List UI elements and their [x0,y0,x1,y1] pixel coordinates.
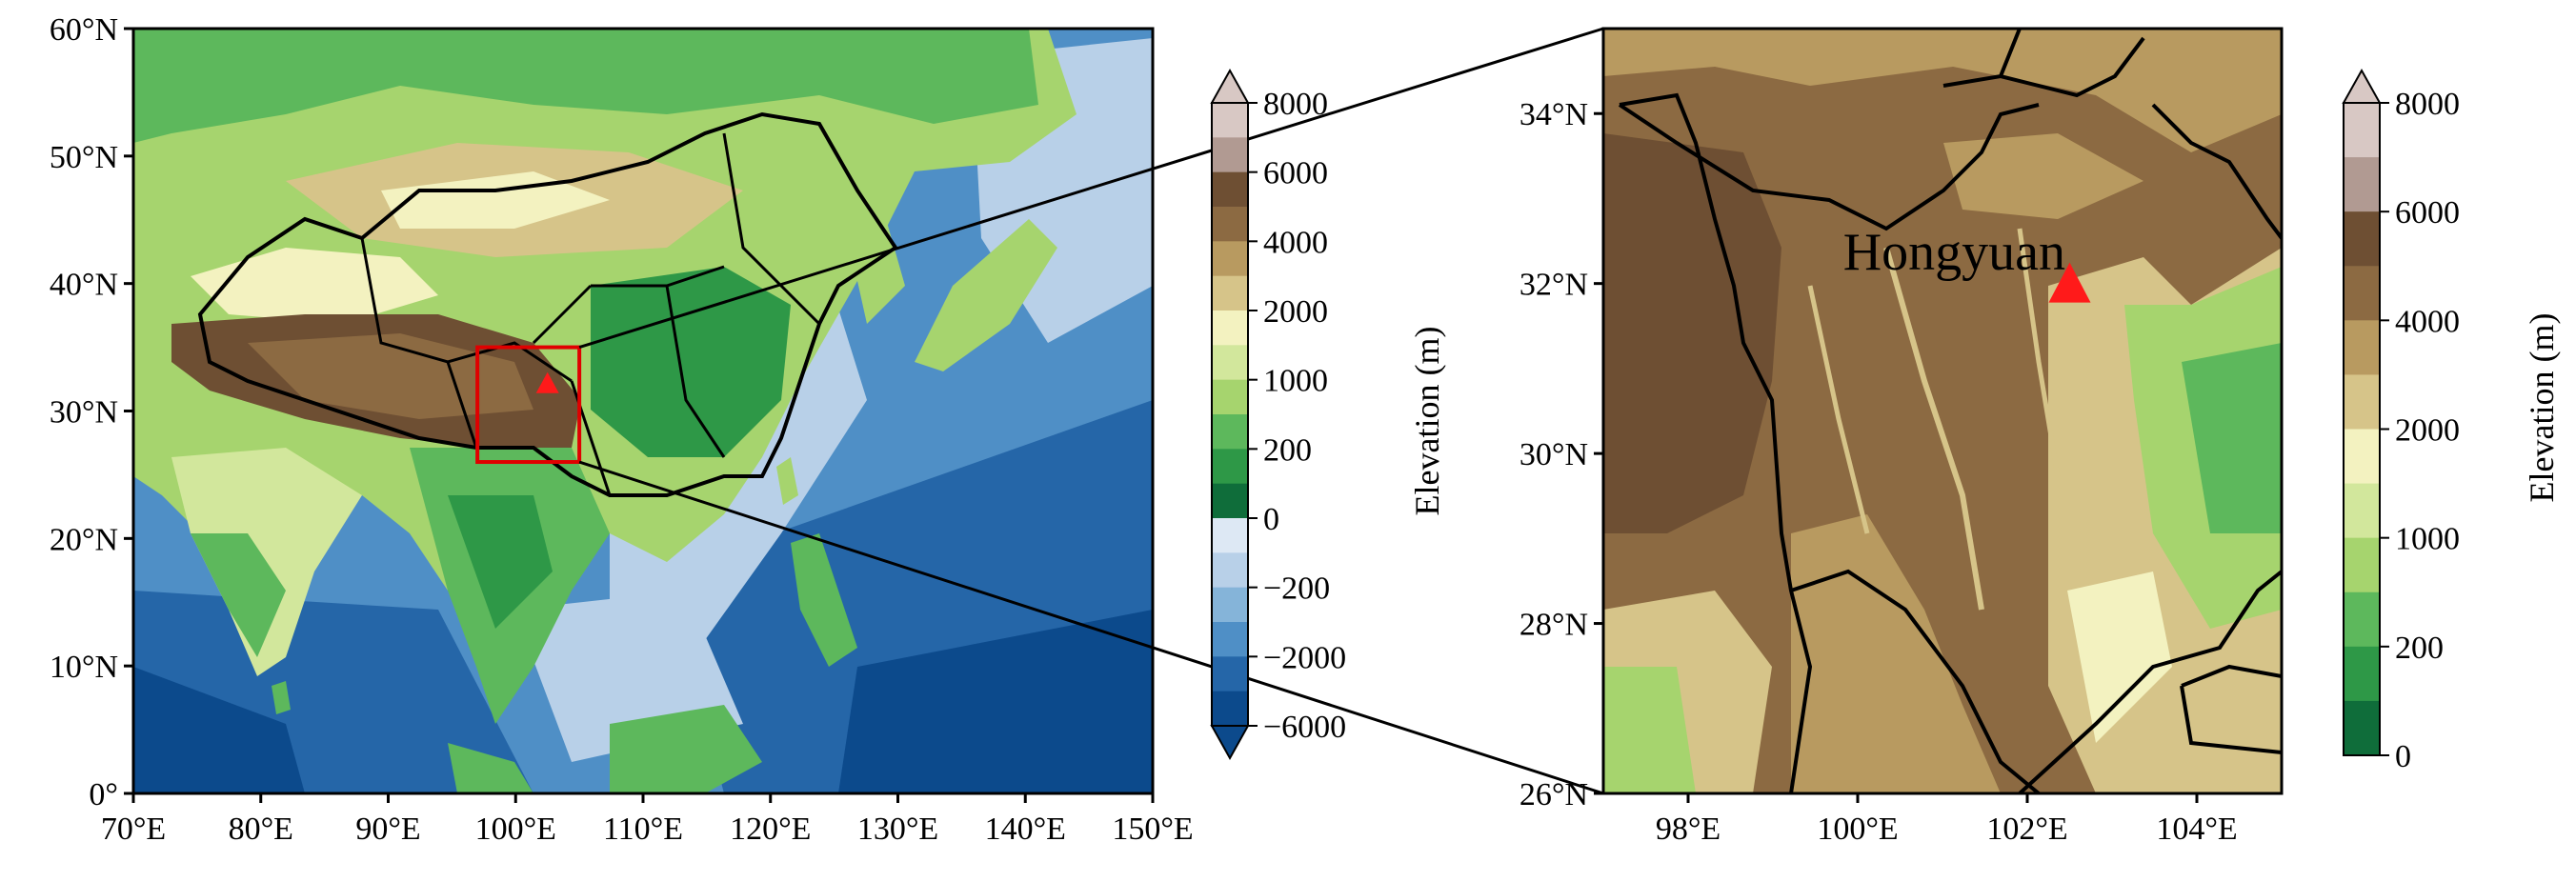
left-lat-tick-label: 10°N [50,650,118,685]
left-colorbar-extend-top [1210,68,1250,104]
left-colorbar-segment [1212,518,1248,553]
right-colorbar-tick-label: 1000 [2395,522,2460,557]
right-lat-tick-label: 30°N [1519,437,1588,472]
inset-box [475,345,582,465]
right-colorbar-label: Elevation (m) [2523,313,2561,503]
left-colorbar-tick-label: −200 [1263,571,1330,607]
left-lat-tick-label: 0° [89,777,118,812]
left-colorbar-tick-label: 6000 [1263,156,1328,191]
right-colorbar-tick-label: 6000 [2395,195,2460,231]
left-colorbar-segment [1212,379,1248,415]
left-lon-tick-label: 110°E [603,812,683,847]
site-label: Hongyuan [1843,223,2065,282]
right-lon-tick-label: 100°E [1817,812,1898,847]
right-colorbar-segment [2344,591,2380,648]
left-lon-tick-label: 130°E [857,812,938,847]
left-colorbar-extend-bottom [1210,725,1250,761]
right-colorbar-segment [2344,429,2380,485]
left-lon-ticks: 70°E 80°E 90°E 100°E 110°E 120°E 130°E 140°E 150… [101,793,1194,847]
left-lat-tick-label: 50°N [50,140,118,175]
left-map-terrain [133,29,1153,793]
left-lon-tick-label: 100°E [475,812,556,847]
left-colorbar-label: Elevation (m) [1408,327,1446,516]
zoom-connectors [578,27,1604,795]
left-colorbar-segment [1212,275,1248,311]
right-map: Hongyuan 34°N 32°N 30°N 28°N 26°N 98°E 100°E 1… [1519,27,2284,847]
left-site-marker [535,371,559,393]
left-colorbar-segments [1210,68,1250,761]
right-colorbar-segment [2344,537,2380,593]
left-lat-tick-label: 20°N [50,522,118,557]
left-colorbar-segment [1212,103,1248,138]
left-colorbar-tick-label: 200 [1263,432,1312,468]
left-colorbar-outline [1211,102,1249,727]
left-lon-tick-label: 80°E [229,812,293,847]
left-lat-tick-label: 60°N [50,12,118,48]
right-lon-tick-label: 102°E [1986,812,2067,847]
left-colorbar-tick-label: 2000 [1263,294,1328,330]
right-lon-ticks: 98°E 100°E 102°E 104°E [1656,793,2238,847]
right-colorbar-segment [2344,103,2380,158]
right-lat-tick-label: 32°N [1519,268,1588,303]
left-colorbar-tick-label: 8000 [1263,87,1328,122]
right-lat-ticks: 34°N 32°N 30°N 28°N 26°N [1519,97,1603,812]
right-colorbar-segment [2344,157,2380,212]
left-colorbar-segment [1212,345,1248,381]
right-lat-tick-label: 28°N [1519,608,1588,643]
left-colorbar-segment [1212,656,1248,692]
right-colorbar-segment [2344,700,2380,756]
left-lon-tick-label: 70°E [101,812,166,847]
right-colorbar-segment [2344,483,2380,539]
left-colorbar-segment [1212,207,1248,242]
left-lat-tick-label: 30°N [50,395,118,431]
right-colorbar-tick-label: 2000 [2395,413,2460,449]
right-colorbar-segment [2344,266,2380,321]
left-colorbar-segment [1212,483,1248,519]
right-colorbar-tick-label: 4000 [2395,304,2460,339]
right-colorbar-tick-label: 200 [2395,631,2444,666]
right-colorbar-extend-top [2342,68,2382,104]
left-colorbar-segment [1212,137,1248,173]
left-lon-tick-label: 140°E [985,812,1066,847]
right-colorbar-segments [2342,68,2382,756]
right-colorbar-segment [2344,211,2380,267]
left-colorbar-tick-label: 0 [1263,502,1279,537]
left-colorbar-tick-label: 1000 [1263,364,1328,399]
left-colorbar-tick-label: 4000 [1263,225,1328,260]
left-lon-tick-label: 120°E [730,812,811,847]
left-colorbar-segment [1212,622,1248,657]
left-colorbar-segment [1212,691,1248,727]
left-colorbar-segment [1212,552,1248,589]
left-colorbar-segment [1212,449,1248,485]
right-colorbar-tick-label: 8000 [2395,87,2460,122]
left-lon-tick-label: 150°E [1112,812,1193,847]
left-lat-tick-label: 40°N [50,268,118,303]
right-map-terrain [1603,29,2282,793]
left-colorbar-segment [1212,587,1248,623]
right-lat-tick-label: 34°N [1519,97,1588,132]
right-colorbar-tick-label: 0 [2395,739,2411,774]
left-map: 60°N 50°N 40°N 30°N 20°N 10°N 0° 70°E 80°E 90°E 1… [50,12,1194,847]
left-colorbar-tick-label: −2000 [1263,640,1346,675]
right-map-frame [1601,27,2284,795]
right-site-marker [2048,262,2091,303]
right-colorbar-segment [2344,320,2380,375]
right-colorbar-segment [2344,646,2380,702]
left-colorbar-segment [1212,311,1248,346]
left-colorbar-segment [1212,414,1248,450]
left-lat-ticks: 60°N 50°N 40°N 30°N 20°N 10°N 0° [50,12,133,812]
right-lat-tick-label: 26°N [1519,777,1588,812]
left-colorbar-segment [1212,171,1248,208]
left-lon-tick-label: 90°E [355,812,420,847]
left-colorbar-segment [1212,241,1248,277]
right-colorbar-segment [2344,374,2380,430]
right-lon-tick-label: 104°E [2156,812,2237,847]
right-lon-tick-label: 98°E [1656,812,1721,847]
left-colorbar-tick-label: −6000 [1263,710,1346,745]
